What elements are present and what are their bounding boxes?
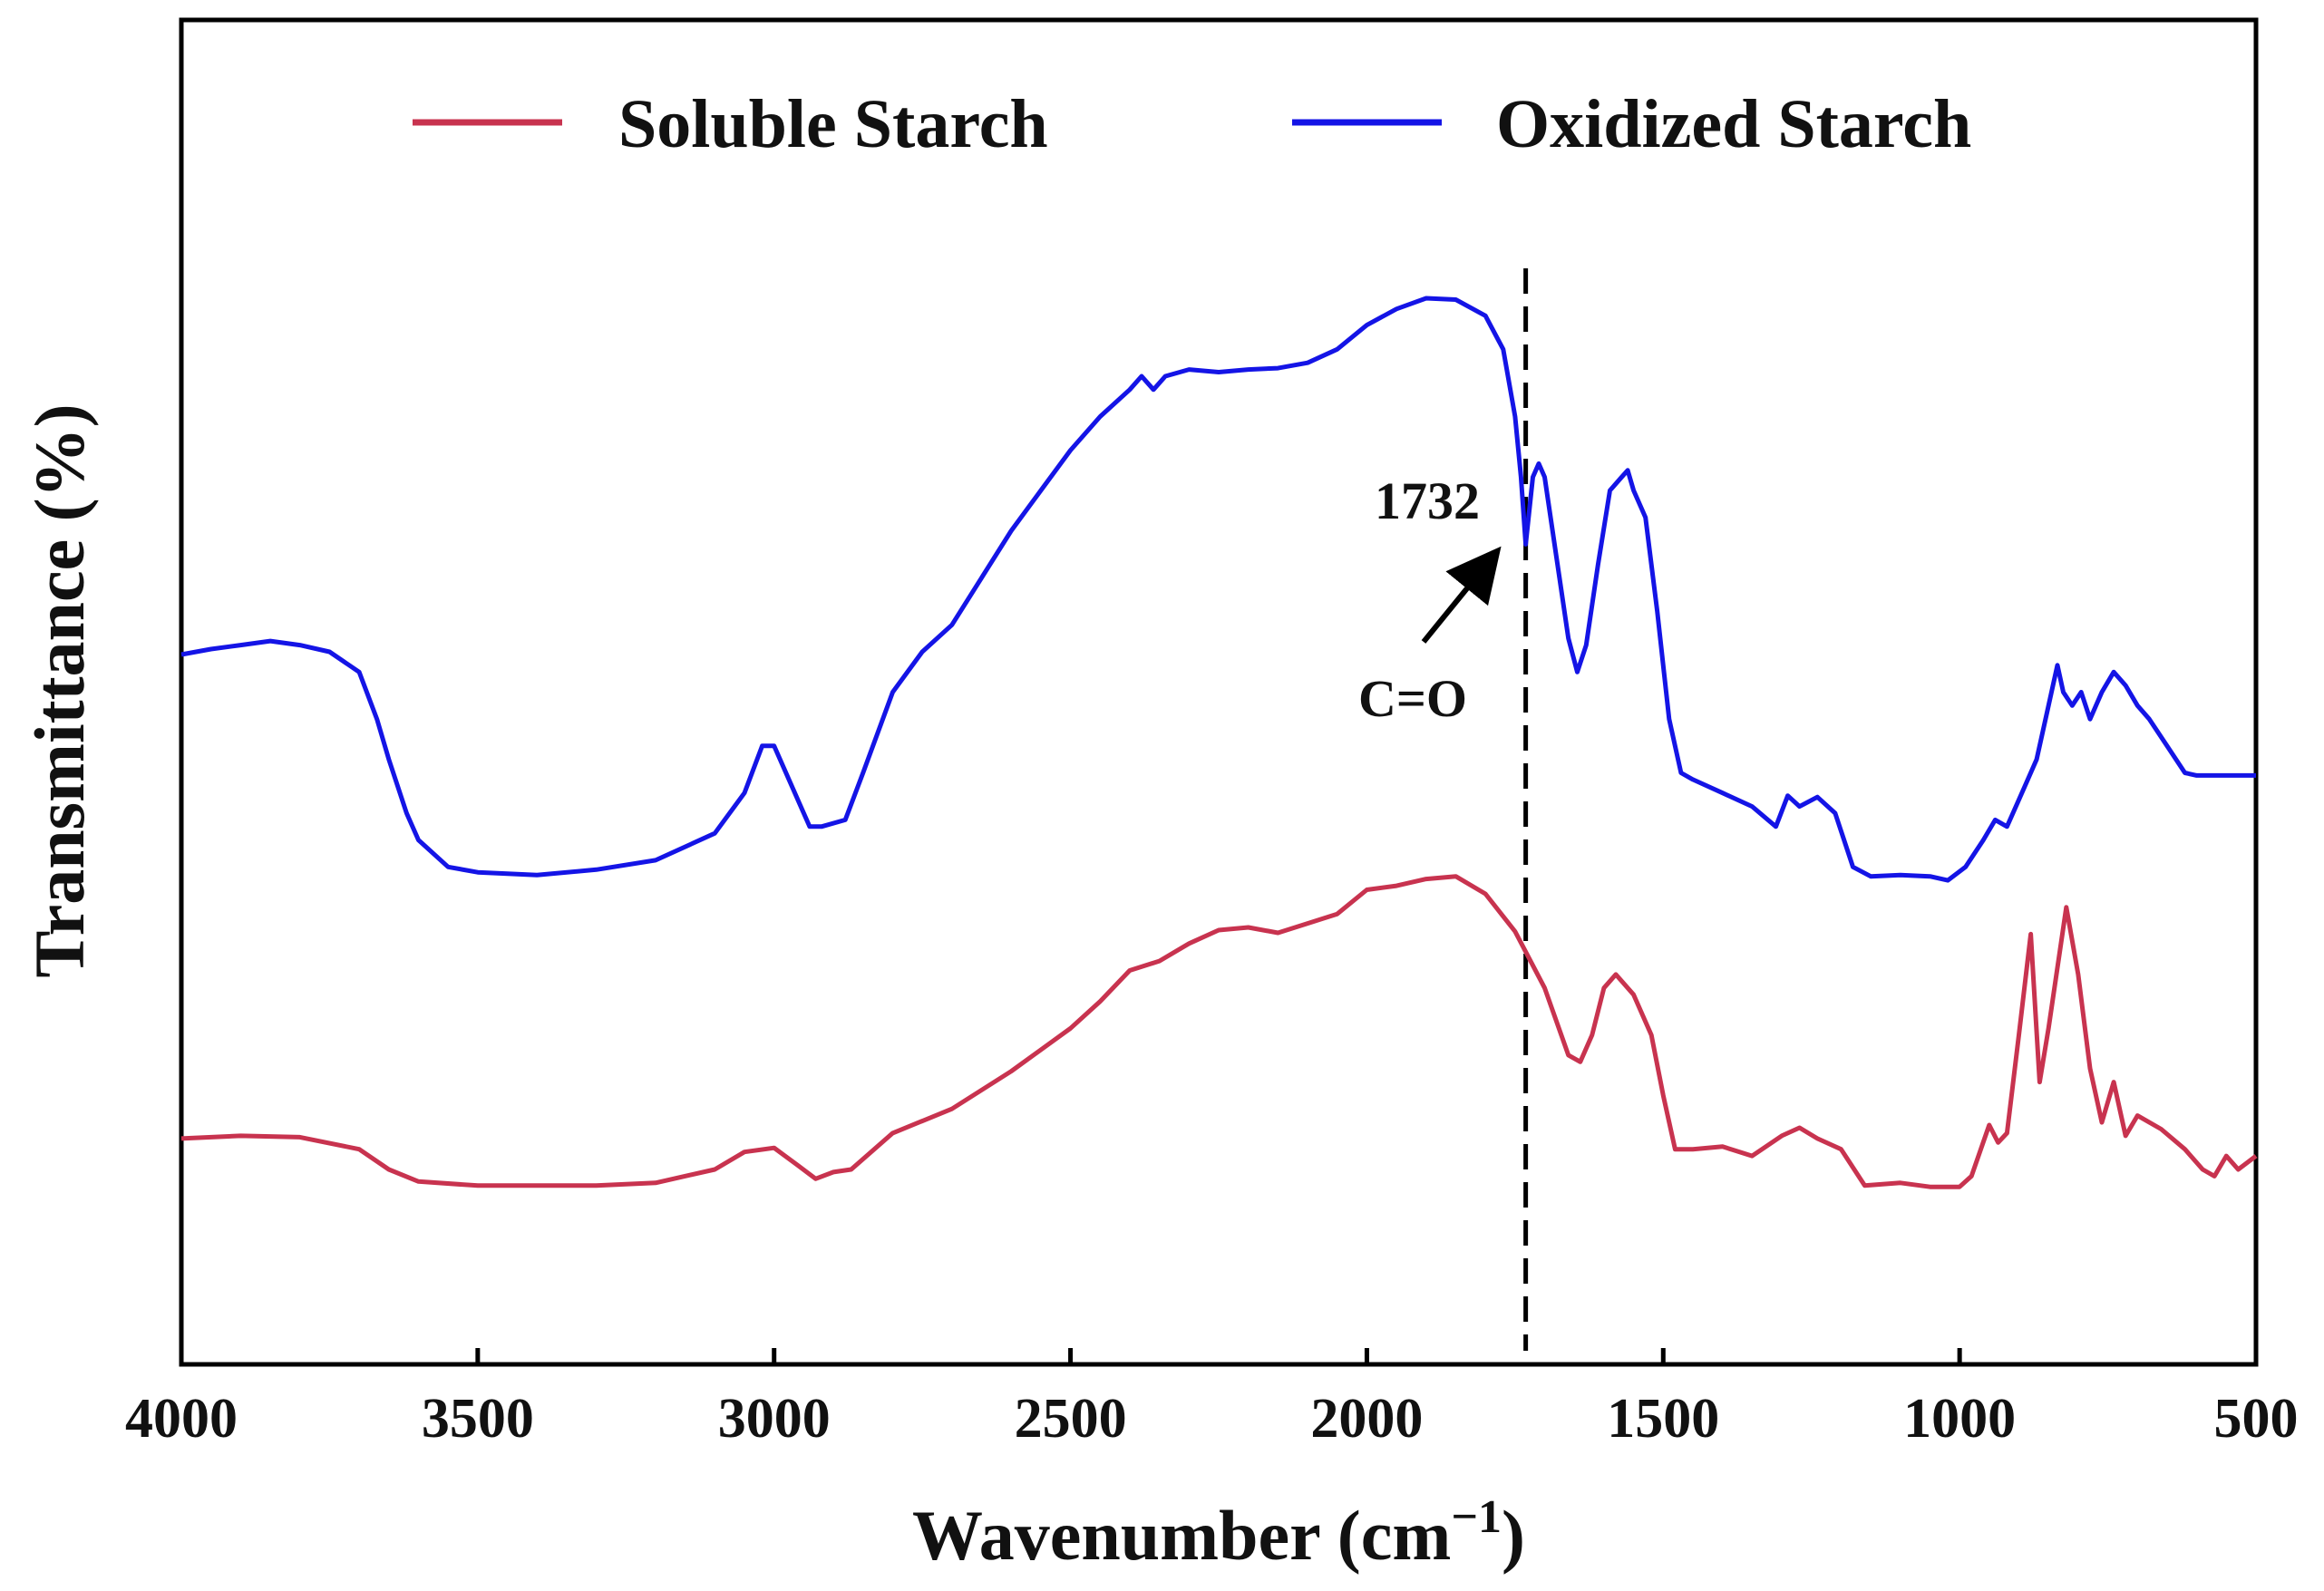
- annotation-arrow: [1421, 546, 1502, 644]
- legend-label-oxidized-starch: Oxidized Starch: [1496, 86, 1971, 162]
- annotation-1732: 1732: [1375, 471, 1480, 530]
- x-tick-label-1000: 1000: [1903, 1388, 2016, 1450]
- series-line-soluble-starch: [180, 874, 2258, 1189]
- x-tick-label-2000: 2000: [1310, 1388, 1423, 1450]
- legend-label-soluble-starch: Soluble Starch: [618, 86, 1048, 162]
- x-tick-label-3500: 3500: [422, 1388, 534, 1450]
- legend: Soluble Starch Oxidized Starch: [413, 86, 1971, 162]
- series-group: [180, 296, 2258, 1189]
- x-tick-label-1500: 1500: [1607, 1388, 1719, 1450]
- x-tick-label-4000: 4000: [125, 1388, 238, 1450]
- x-tick-label-500: 500: [2214, 1388, 2299, 1450]
- x-axis-title: Wavenumber (cm−1): [912, 1491, 1525, 1575]
- plot-frame: [179, 17, 2259, 1367]
- series-line-oxidized-starch: [180, 296, 2256, 883]
- x-axis-ticks: [179, 1348, 2259, 1364]
- x-tick-label-2500: 2500: [1015, 1388, 1127, 1450]
- annotation-c-o: C=O: [1358, 669, 1467, 728]
- x-axis-tick-labels: 4000 3500 3000 2500 2000 1500 1000 500: [125, 1388, 2299, 1450]
- y-axis-title: Transmittance (%): [20, 403, 99, 977]
- x-tick-label-3000: 3000: [718, 1388, 831, 1450]
